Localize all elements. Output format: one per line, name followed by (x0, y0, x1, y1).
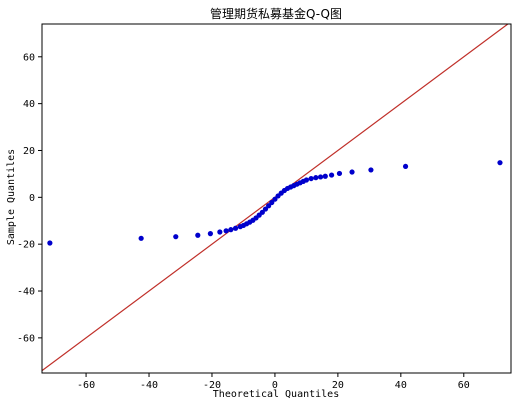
data-point (47, 240, 53, 246)
y-tick-label: -20 (17, 240, 35, 251)
data-point (223, 228, 229, 234)
x-tick-label: 60 (458, 380, 470, 391)
plot-area (42, 24, 509, 372)
y-axis-label: Sample Quantiles (6, 149, 17, 245)
data-point (497, 160, 503, 166)
x-tick-label: -60 (77, 380, 95, 391)
data-point (232, 225, 239, 231)
y-tick-label: 20 (23, 146, 35, 157)
x-axis-label: Theoretical Quantiles (213, 389, 339, 400)
data-point (322, 173, 328, 179)
chart-title: 管理期货私募基金Q-Q图 (210, 6, 342, 21)
data-point (228, 227, 234, 233)
data-point (402, 163, 409, 170)
y-tick-label: 60 (23, 52, 35, 63)
data-point (259, 209, 265, 215)
y-tick-label: 40 (23, 99, 35, 110)
data-point (173, 234, 179, 240)
x-tick-label: 40 (395, 380, 407, 391)
data-point (272, 196, 278, 202)
data-point (138, 235, 144, 241)
data-point (195, 232, 201, 238)
x-tick-label: 20 (332, 380, 344, 391)
data-point (336, 170, 343, 177)
y-tick-label: -40 (17, 287, 35, 298)
data-point (217, 229, 223, 235)
axes: -60 -40 -20 0 20 40 60 -60 -40 -20 0 20 40 60 (17, 23, 512, 391)
y-tick-label: 0 (29, 193, 35, 204)
data-point (313, 175, 319, 181)
x-tick-label: -20 (203, 380, 221, 391)
data-point (266, 203, 272, 209)
data-point (269, 199, 275, 206)
x-tick-label: -40 (140, 380, 158, 391)
data-point (303, 177, 310, 183)
data-point (368, 167, 374, 173)
data-point (262, 206, 269, 212)
plot-frame (41, 23, 512, 374)
x-tick-label: 0 (272, 380, 278, 391)
data-point (317, 174, 324, 180)
data-point (328, 172, 335, 178)
data-point (308, 175, 314, 182)
data-point (207, 231, 213, 237)
data-point (349, 169, 355, 175)
y-tick-label: -60 (17, 333, 35, 344)
